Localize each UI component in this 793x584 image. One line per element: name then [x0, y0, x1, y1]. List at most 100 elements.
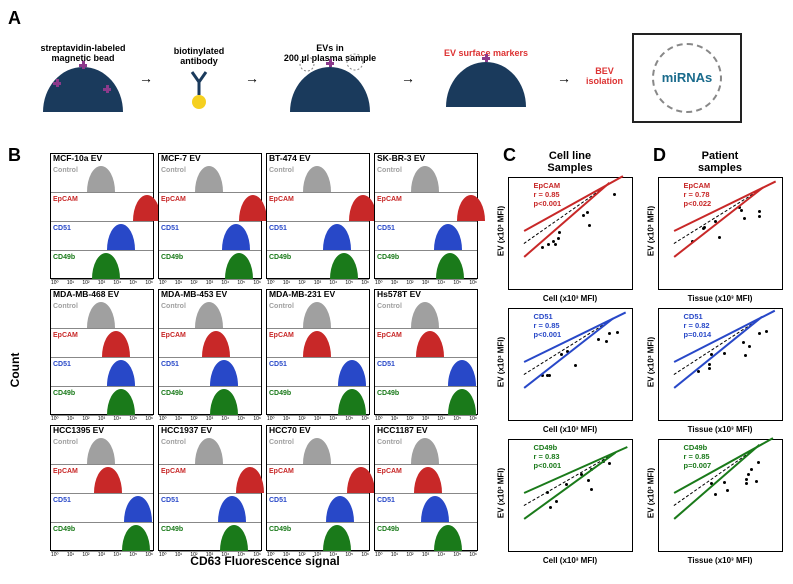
workflow-step-3: EVs in 200 µl plasma sample: [265, 43, 395, 112]
panel-d-title: Patient samples: [650, 150, 790, 174]
cell-name: MDA-MB-453 EV: [161, 289, 227, 299]
scatter-xlabel: Cell (x10³ MFI): [543, 425, 597, 434]
marker-label: EpCAM: [269, 196, 294, 203]
xtick-row: 10⁰10¹10²10³10⁴10⁵10⁶: [375, 416, 477, 422]
data-point: [743, 217, 746, 220]
data-point: [555, 500, 558, 503]
xtick-row: 10⁰10¹10²10³10⁴10⁵10⁶: [375, 280, 477, 286]
histogram-peak: [303, 331, 331, 357]
flow-row: CD49b: [159, 523, 261, 552]
mirna-box: miRNAs: [632, 33, 742, 123]
scatter-area: [679, 183, 777, 269]
histogram-peak: [202, 331, 230, 357]
xtick-row: 10⁰10¹10²10³10⁴10⁵10⁶: [375, 552, 477, 558]
mirna-circle-icon: miRNAs: [652, 43, 722, 113]
data-point: [723, 481, 726, 484]
histogram-peak: [421, 496, 449, 522]
data-point: [750, 468, 753, 471]
panel-c-charts: EpCAMr = 0.85p<0.001 EV (x10³ MFI) Cell …: [500, 177, 640, 552]
marker-label: Control: [269, 303, 294, 310]
flow-row: EpCAM: [159, 465, 261, 494]
scatter-ylabel: EV (x10³ MFI): [646, 336, 655, 386]
marker-label: EpCAM: [161, 332, 186, 339]
marker-label: CD49b: [377, 254, 399, 261]
scatter-plot: EpCAMr = 0.85p<0.001 EV (x10³ MFI) Cell …: [508, 177, 633, 290]
histogram-peak: [210, 360, 238, 386]
flow-row: Control: [267, 436, 369, 465]
flow-cell: HCC70 EV Control EpCAM CD51 CD49b 10⁰10¹…: [266, 425, 370, 551]
data-point: [597, 338, 600, 341]
flow-row: CD51: [51, 494, 153, 523]
histogram-peak: [94, 467, 122, 493]
panel-d: Patient samples EpCAMr = 0.78p<0.022 EV …: [650, 145, 790, 580]
flow-row: Control: [375, 436, 477, 465]
scatter-plot: CD51r = 0.82p=0.014 EV (x10³ MFI) Tissue…: [658, 308, 783, 421]
flow-row: Control: [267, 164, 369, 193]
flow-row: CD49b: [267, 387, 369, 416]
marker-label: EpCAM: [377, 332, 402, 339]
scatter-plot: CD51r = 0.85p<0.001 EV (x10³ MFI) Cell (…: [508, 308, 633, 421]
histogram-peak: [434, 224, 462, 250]
flow-row: EpCAM: [375, 465, 477, 494]
flow-row: EpCAM: [51, 465, 153, 494]
cell-name: HCC1395 EV: [53, 425, 104, 435]
histogram-peak: [434, 525, 462, 551]
data-point: [765, 330, 768, 333]
scatter-plot: EpCAMr = 0.78p<0.022 EV (x10³ MFI) Tissu…: [658, 177, 783, 290]
histogram-peak: [195, 438, 223, 464]
data-point: [740, 209, 743, 212]
marker-label: Control: [161, 303, 186, 310]
data-point: [582, 214, 585, 217]
marker-label: Control: [161, 167, 186, 174]
data-point: [718, 236, 721, 239]
data-point: [742, 341, 745, 344]
xtick-row: 10⁰10¹10²10³10⁴10⁵10⁶: [159, 416, 261, 422]
flow-row: Control: [375, 164, 477, 193]
flow-row: Control: [159, 300, 261, 329]
histogram-peak: [414, 467, 442, 493]
cell-name: MCF-10a EV: [53, 153, 102, 163]
marker-label: CD49b: [161, 390, 183, 397]
flow-row: EpCAM: [267, 465, 369, 494]
histogram-peak: [338, 389, 366, 415]
histogram-peak: [330, 253, 358, 279]
histogram-peak: [87, 166, 115, 192]
data-point: [745, 478, 748, 481]
data-point: [586, 211, 589, 214]
histogram-peak: [411, 438, 439, 464]
data-point: [745, 482, 748, 485]
histogram-peak: [303, 166, 331, 192]
flow-row: CD49b: [51, 387, 153, 416]
data-point: [747, 473, 750, 476]
data-point: [613, 193, 616, 196]
ev-icon: [295, 52, 320, 77]
data-point: [554, 243, 557, 246]
marker-label: CD49b: [161, 254, 183, 261]
marker-label: EpCAM: [377, 468, 402, 475]
histogram-peak: [87, 438, 115, 464]
data-point: [748, 345, 751, 348]
flow-cell: HCC1937 EV Control EpCAM CD51 CD49b 10⁰1…: [158, 425, 262, 551]
marker-label: EpCAM: [161, 468, 186, 475]
marker-label: Control: [53, 303, 78, 310]
flow-row: Control: [51, 164, 153, 193]
histogram-peak: [225, 253, 253, 279]
flow-cell: BT-474 EV Control EpCAM CD51 CD49b 10⁰10…: [266, 153, 370, 279]
marker-label: EpCAM: [269, 332, 294, 339]
flow-cell: MDA-MB-453 EV Control EpCAM CD51 CD49b 1…: [158, 289, 262, 415]
histogram-peak: [448, 389, 476, 415]
scatter-xlabel: Tissue (x10³ MFI): [688, 556, 753, 565]
data-point: [697, 370, 700, 373]
histogram-peak: [448, 360, 476, 386]
flow-row: CD49b: [159, 251, 261, 280]
histogram-peak: [416, 331, 444, 357]
data-point: [757, 461, 760, 464]
conf-lower: [673, 316, 762, 388]
marker-label: EpCAM: [53, 332, 78, 339]
panel-d-charts: EpCAMr = 0.78p<0.022 EV (x10³ MFI) Tissu…: [650, 177, 790, 552]
marker-label: EpCAM: [377, 196, 402, 203]
marker-label: CD49b: [53, 526, 75, 533]
flow-cell: MCF-10a EV Control EpCAM CD51 CD49b 10⁰1…: [50, 153, 154, 279]
flow-row: EpCAM: [51, 193, 153, 222]
data-point: [549, 506, 552, 509]
